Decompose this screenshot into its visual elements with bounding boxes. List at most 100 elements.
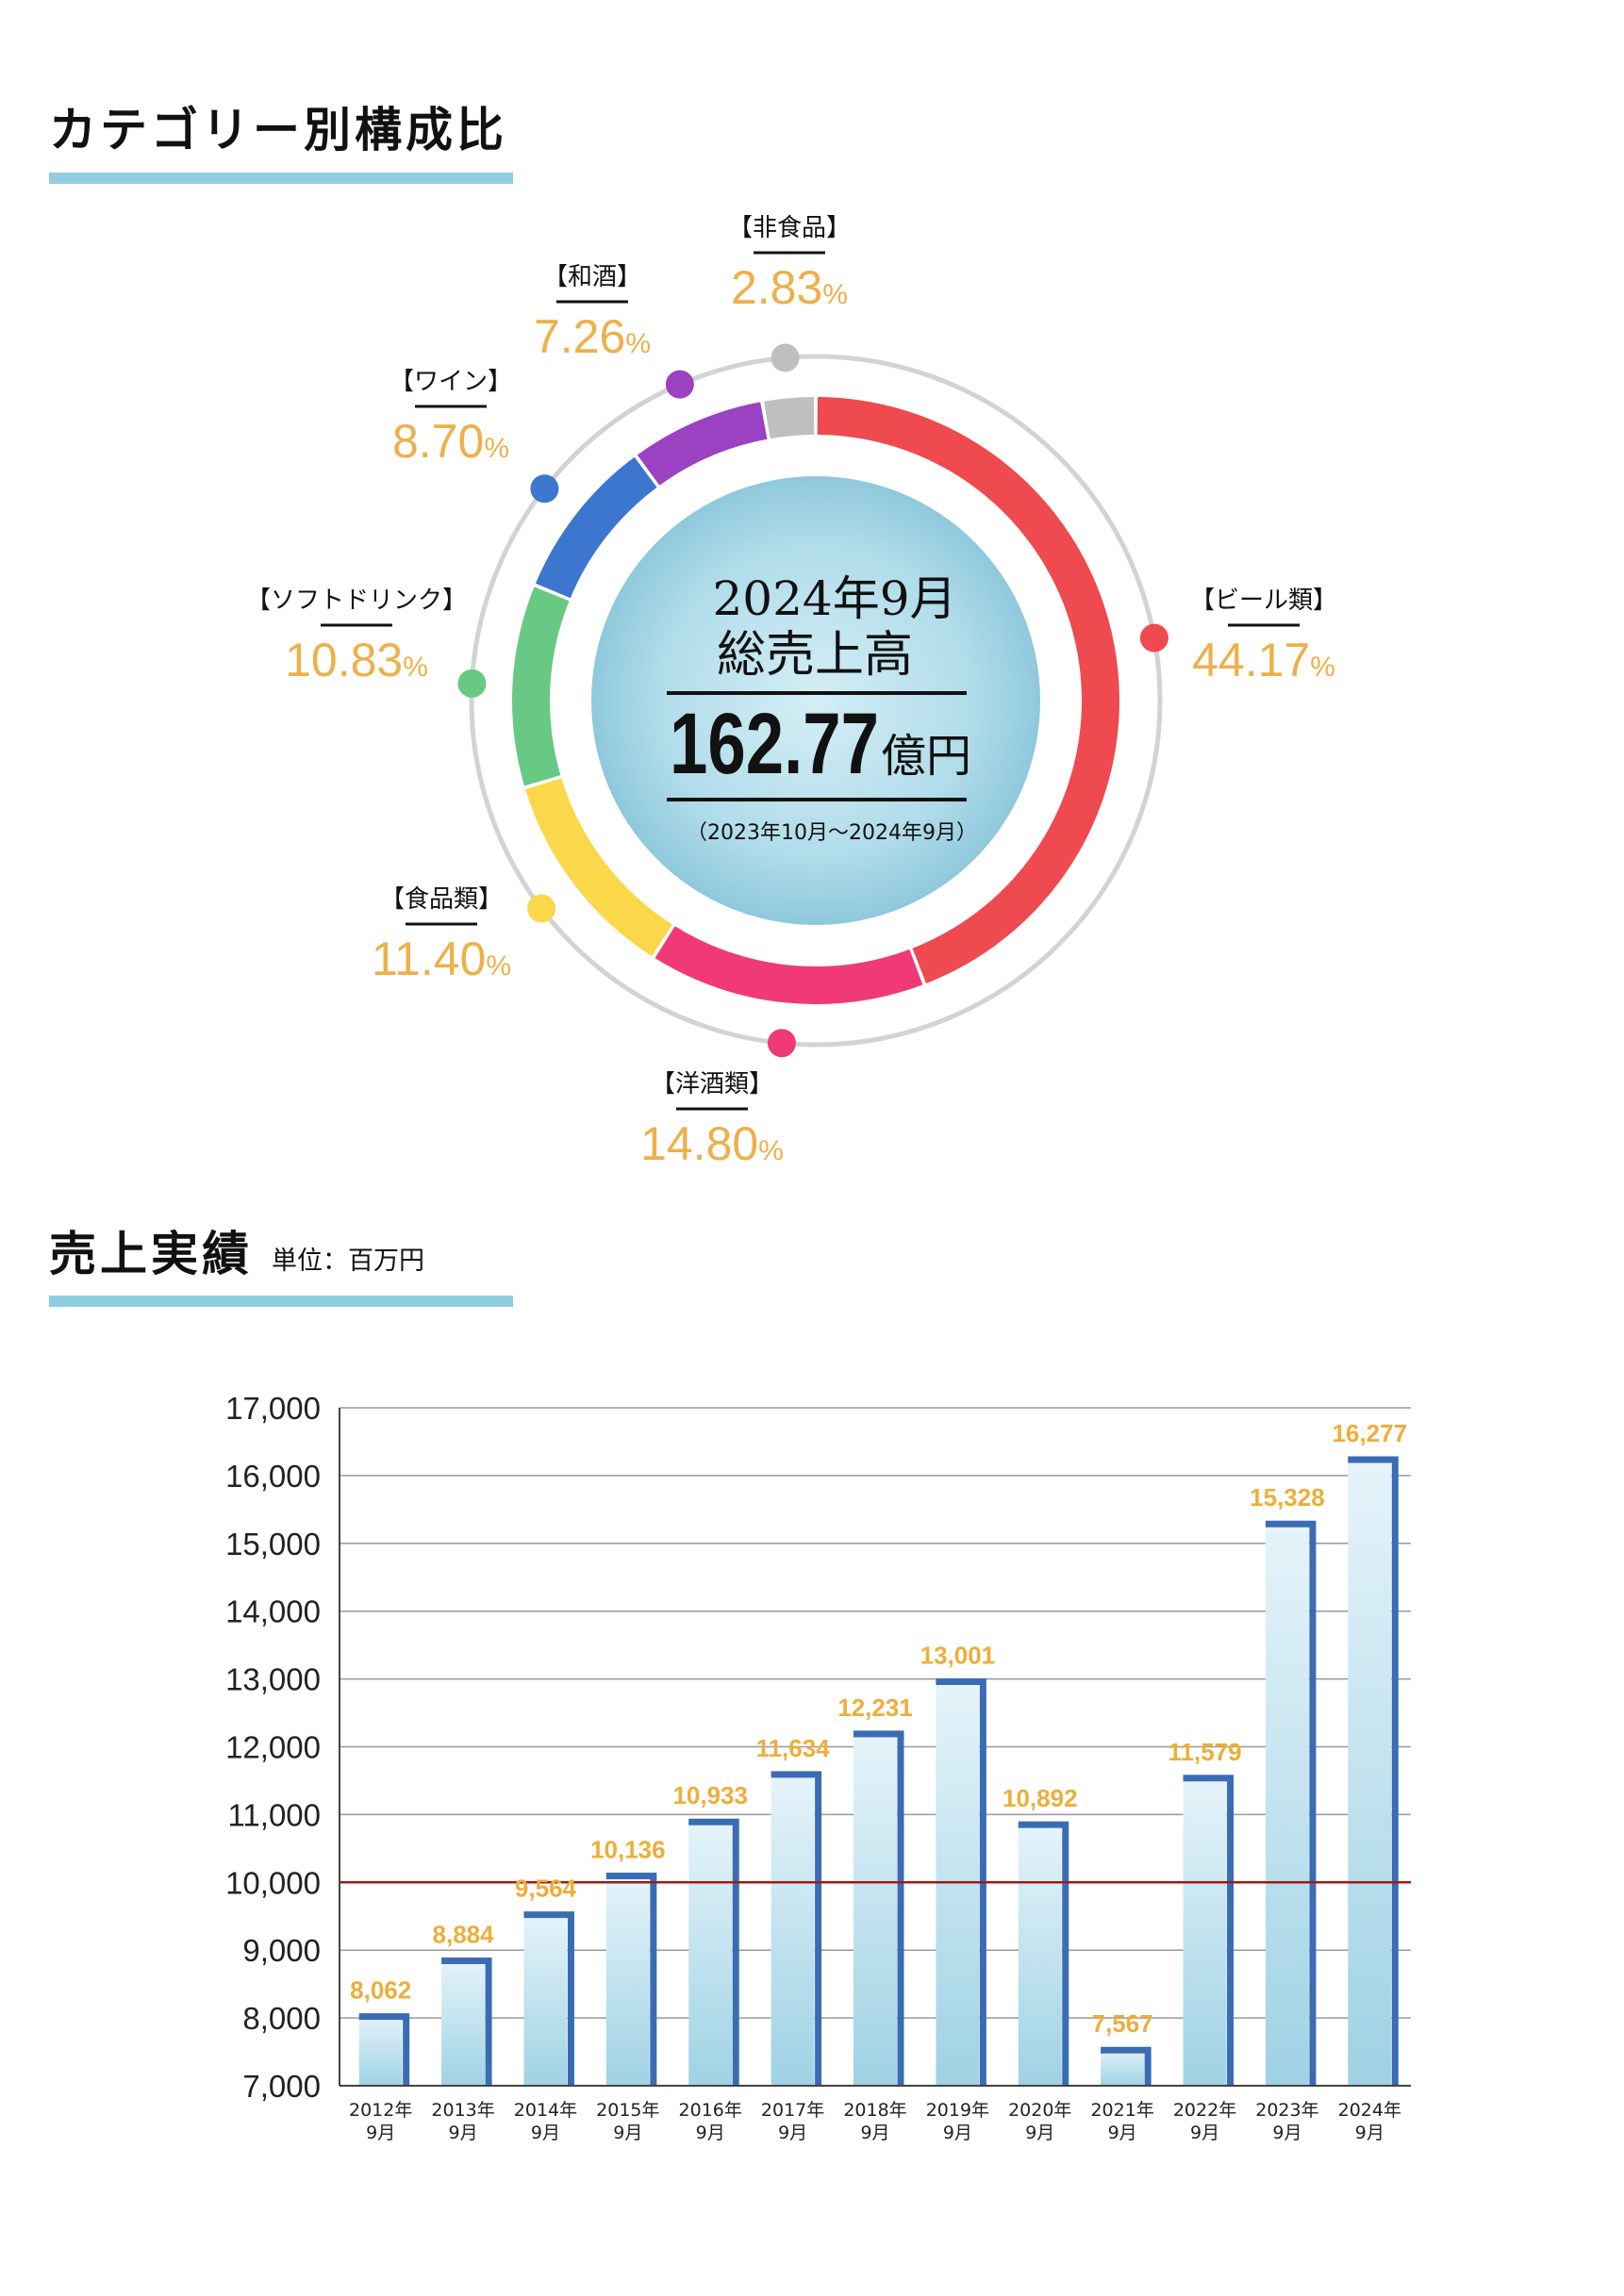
bar-edge [936, 1678, 986, 2086]
center-date: 2024年9月 [712, 571, 956, 626]
center-total-label: 総売上高 [717, 627, 913, 684]
percent-symbol: % [625, 328, 651, 359]
bar-category-year: 2018年 [843, 2100, 906, 2121]
bar [523, 1911, 568, 2086]
bar-value-label: 10,136 [590, 1836, 666, 1864]
segment-percent: 2.83% [731, 261, 848, 314]
bar-value-label: 10,933 [672, 1781, 748, 1809]
bar-bars [358, 1456, 1399, 2086]
bar-edge [688, 1818, 739, 2086]
donut-segment [525, 778, 672, 957]
bar-y-tick-label: 7,000 [242, 2069, 321, 2104]
bar-category-month: 9月 [366, 2123, 395, 2143]
bar [1265, 1521, 1309, 2086]
bar-category-month: 9月 [1025, 2123, 1054, 2143]
bar-value-label: 9,564 [515, 1875, 577, 1903]
segment-percent: 8.70% [392, 415, 509, 468]
bar-value-label: 11,634 [756, 1734, 831, 1762]
donut-outer-ring [469, 354, 1163, 1048]
center-total-value: 162.77 [670, 696, 879, 792]
segment-percent: 44.17% [1192, 634, 1335, 686]
bar-category-year: 2016年 [679, 2100, 742, 2121]
bar-y-tick-label: 11,000 [228, 1797, 321, 1832]
segment-percent: 11.40% [372, 933, 511, 985]
bar-value-label: 11,579 [1168, 1738, 1241, 1766]
bar [605, 1873, 650, 2086]
bar-category-month: 9月 [1355, 2123, 1384, 2143]
center-period: （2023年10月～2024年9月） [687, 821, 977, 845]
bar-category-year: 2019年 [926, 2100, 989, 2121]
donut-marker-dot [767, 1029, 796, 1058]
segment-label: 【洋酒類】 [651, 1070, 773, 1098]
bar-value-label: 8,062 [350, 1976, 411, 2005]
bar [1183, 1775, 1227, 2086]
segment-label: 【非食品】 [728, 214, 851, 242]
bar-y-tick-label: 17,000 [225, 1391, 321, 1426]
percent-symbol: % [403, 652, 428, 683]
percent-symbol: % [486, 950, 511, 982]
bar-y-tick-label: 14,000 [225, 1594, 321, 1629]
bar-edge [1348, 1456, 1399, 2086]
category-section-underline [49, 173, 513, 184]
sales-unit-label: 単位：百万円 [272, 1247, 424, 1276]
bar-category-year: 2022年 [1173, 2100, 1236, 2121]
bar-y-tick-labels: 7,000 8,000 9,000 10,000 11,000 12,000 13,000 1… [225, 1391, 321, 2104]
segment-percent: 7.26% [534, 310, 651, 363]
bar-edge [771, 1771, 822, 2086]
percent-symbol: % [758, 1135, 784, 1166]
bar [1018, 1822, 1062, 2086]
bar-edge [1183, 1775, 1235, 2086]
donut-labels: 【ビール類】 44.17% 【洋酒類】 14.80% 【食品類】 11.40% 【ソフトドリ… [246, 214, 1337, 1170]
center-total-unit: 億円 [881, 730, 971, 783]
donut-marker-dot [527, 894, 556, 923]
bar [936, 1678, 980, 2086]
donut-marker-dot [771, 343, 800, 372]
bar [1348, 1456, 1392, 2086]
donut-segment [655, 926, 923, 1004]
bar-y-tick-label: 10,000 [225, 1865, 321, 1900]
percent-symbol: % [484, 433, 509, 464]
bar-category-month: 9月 [613, 2123, 642, 2143]
bar-category-month: 9月 [778, 2123, 807, 2143]
donut-marker-dot [457, 669, 487, 698]
sales-section-title: 売上実績 [49, 1227, 253, 1281]
donut-segments [511, 397, 1119, 1004]
bar-category-year: 2014年 [514, 2100, 577, 2121]
bar-edge [853, 1730, 904, 2086]
segment-label: 【食品類】 [380, 885, 503, 914]
bar-category-year: 2024年 [1338, 2100, 1401, 2121]
bar-category-year: 2012年 [349, 2100, 412, 2121]
bar-category-month: 9月 [1108, 2123, 1137, 2143]
bar-category-month: 9月 [860, 2123, 889, 2143]
bar-y-tick-label: 16,000 [225, 1459, 321, 1494]
category-section-title: カテゴリー別構成比 [49, 103, 507, 157]
bar-category-month: 9月 [531, 2123, 560, 2143]
bar-category-month: 9月 [943, 2123, 972, 2143]
bar-value-label: 7,567 [1092, 2009, 1153, 2038]
category-donut-chart: 【ビール類】 44.17% 【洋酒類】 14.80% 【食品類】 11.40% 【ソフトドリ… [246, 214, 1337, 1170]
bar-edge [1018, 1821, 1069, 2086]
bar-y-tick-label: 8,000 [242, 2001, 321, 2036]
bar-category-labels: 2012年9月2013年9月2014年9月2015年9月2016年9月2017年… [349, 2100, 1401, 2143]
segment-label: 【ワイン】 [389, 368, 512, 396]
percent-symbol: % [1310, 652, 1335, 683]
bar-edge [523, 1911, 574, 2086]
donut-segment [763, 397, 815, 439]
bar-category-year: 2021年 [1090, 2100, 1153, 2121]
bar-category-year: 2015年 [596, 2100, 659, 2121]
donut-segment [637, 402, 768, 486]
bar-edge [358, 2013, 410, 2086]
bar-y-tick-label: 12,000 [225, 1730, 321, 1765]
bar-y-tick-label: 13,000 [225, 1662, 321, 1697]
segment-percent: 14.80% [640, 1117, 784, 1170]
bar-gridlines [340, 1407, 1411, 2019]
bar-edge [441, 1957, 492, 2086]
segment-label: 【和酒】 [543, 263, 641, 291]
donut-segment [535, 456, 657, 599]
bar [1101, 2047, 1145, 2086]
percent-symbol: % [822, 279, 848, 310]
bar-value-label: 12,231 [837, 1693, 913, 1722]
bar-value-label: 16,277 [1333, 1419, 1408, 1447]
bar-value-label: 13,001 [920, 1642, 996, 1670]
bar-value-label: 8,884 [433, 1921, 495, 1949]
